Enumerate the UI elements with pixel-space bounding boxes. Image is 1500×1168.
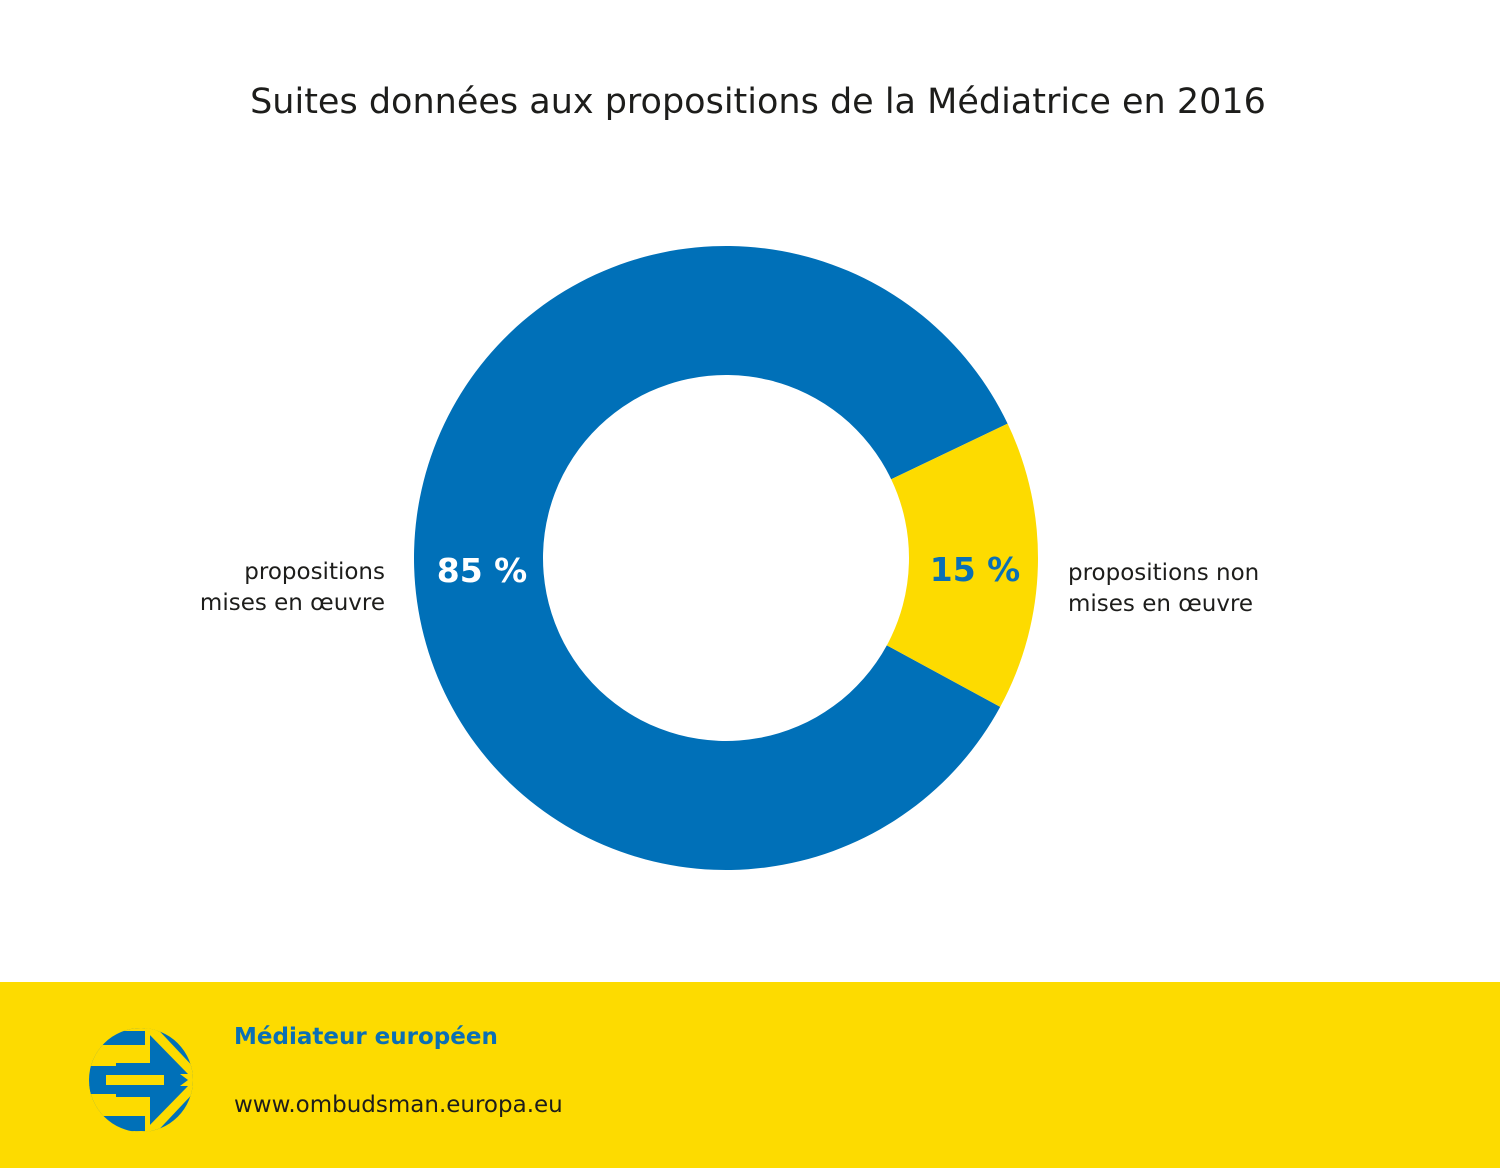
- donut-slice-1: [886, 423, 1038, 707]
- organization-name: Médiateur européen: [234, 1024, 498, 1050]
- donut-slice-0: [413, 246, 1008, 870]
- label-line: mises en œuvre: [1068, 591, 1254, 617]
- website-link[interactable]: www.ombudsman.europa.eu: [234, 1092, 563, 1118]
- label-line: propositions: [244, 559, 385, 585]
- legend-label-implemented: propositions mises en œuvre: [200, 557, 385, 619]
- legend-label-not-implemented: propositions non mises en œuvre: [1068, 558, 1259, 620]
- ombudsman-logo-icon: [89, 1028, 193, 1132]
- value-label-0: 85 %: [437, 551, 527, 590]
- donut-chart: 85 % 15 %: [413, 246, 1038, 870]
- chart-title: Suites données aux propositions de la Mé…: [250, 82, 1266, 122]
- label-line: propositions non: [1068, 560, 1260, 586]
- value-label-1: 15 %: [930, 550, 1020, 589]
- label-line: mises en œuvre: [199, 590, 385, 616]
- footer-band: [0, 982, 1500, 1168]
